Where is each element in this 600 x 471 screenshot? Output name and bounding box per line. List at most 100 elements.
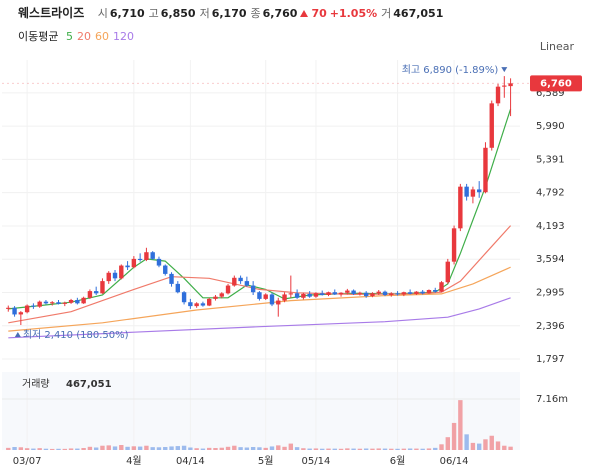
candle-body <box>163 265 168 274</box>
candle-body <box>294 293 300 298</box>
candle-body <box>24 305 30 313</box>
candle-body <box>12 307 17 315</box>
candle-body <box>414 291 419 294</box>
candle-body <box>81 297 86 304</box>
volume-bar <box>81 448 86 450</box>
volume-bar <box>225 446 231 450</box>
candle-body <box>313 293 319 297</box>
scale-mode[interactable]: Linear <box>539 40 574 53</box>
volume-bar <box>62 448 67 450</box>
candle-body <box>93 291 99 294</box>
candle-body <box>43 301 49 304</box>
volume-label: 거 <box>381 7 392 20</box>
quote-label: 종 <box>250 7 261 20</box>
volume-bar <box>433 447 438 450</box>
ma-line <box>8 225 512 324</box>
candle-body <box>288 293 294 295</box>
volume-bar <box>320 448 325 450</box>
volume-bar <box>43 448 49 450</box>
volume-bar <box>502 445 507 450</box>
volume-bar <box>439 444 444 450</box>
candle-body <box>87 291 93 298</box>
candle-body <box>194 303 199 307</box>
volume-bar <box>282 446 287 450</box>
candle-body <box>508 83 513 87</box>
volume-bar <box>131 446 137 450</box>
candle-body <box>363 292 369 297</box>
candle-body <box>263 294 268 299</box>
volume-bar <box>376 448 381 450</box>
low-annotation: 최저 2,410 (180.50%) <box>23 329 129 341</box>
candle-body <box>320 293 325 295</box>
volume-bar <box>458 400 463 450</box>
y-tick-label: 5,990 <box>536 121 565 132</box>
x-tick-label: 4월 <box>126 455 142 467</box>
volume-bar <box>307 448 312 450</box>
candle-body <box>458 186 463 229</box>
candle-body <box>420 291 425 294</box>
volume-bar <box>24 448 30 450</box>
candle-body <box>395 293 400 295</box>
candle-body <box>112 272 118 279</box>
candle-body <box>207 298 212 306</box>
volume-bar <box>414 448 419 450</box>
volume-bar <box>31 448 36 450</box>
ma-line <box>8 266 511 332</box>
legend-item: 120 <box>112 30 134 43</box>
volume-bar <box>137 446 143 450</box>
ma-line <box>8 108 512 310</box>
x-tick-label: 03/07 <box>13 456 42 467</box>
volume-bar <box>445 437 450 450</box>
volume-value: 467,051 <box>393 7 444 20</box>
volume-bar <box>395 448 400 450</box>
candle-body <box>345 290 350 293</box>
volume-bar <box>508 446 513 450</box>
candle-body <box>476 189 482 193</box>
candle-body <box>370 293 375 297</box>
volume-bar <box>313 448 319 450</box>
candle-body <box>18 312 24 315</box>
volume-bar <box>37 448 42 450</box>
volume-bar <box>276 445 281 450</box>
change: 70 <box>311 7 327 20</box>
candle-body <box>31 305 36 307</box>
volume-bar <box>119 445 124 450</box>
volume-bar <box>56 448 61 450</box>
volume-bar <box>370 448 375 450</box>
volume-bar <box>194 448 199 450</box>
volume-bar <box>382 448 388 450</box>
volume-bar <box>232 445 237 450</box>
candle-body <box>445 261 450 283</box>
candle-body <box>169 273 174 284</box>
volume-bar <box>483 439 488 450</box>
legend-item: 60 <box>94 30 109 43</box>
volume-bar <box>357 448 363 450</box>
volume-bar <box>106 445 111 450</box>
candle-body <box>276 300 281 305</box>
up-arrow <box>300 10 309 19</box>
quote-label: 저 <box>199 7 210 20</box>
candle-body <box>307 293 312 297</box>
candle-body <box>464 186 469 197</box>
volume-bar <box>401 448 407 450</box>
legend-item: 5 <box>65 30 73 43</box>
quote-header: 웨스트라이즈 시 6,710 고 6,850 저 6,170 종 6,760 70 +1.05% 거… <box>18 4 443 21</box>
volume-bar <box>489 435 494 450</box>
candle-body <box>75 300 80 304</box>
candle-body <box>502 85 507 87</box>
candle-body <box>219 293 224 297</box>
volume-bar <box>426 448 432 450</box>
candle-body <box>6 307 11 309</box>
volume-bar <box>68 448 74 450</box>
quote-value: 6,710 <box>109 7 145 20</box>
volume-bar <box>144 445 149 450</box>
volume-bar <box>188 447 193 450</box>
candle-body <box>50 302 55 304</box>
candle-body <box>338 292 344 295</box>
volume-bar <box>169 446 174 450</box>
volume-title: 거래량 <box>22 378 50 390</box>
volume-bar <box>263 447 268 450</box>
candle-body <box>238 277 243 282</box>
